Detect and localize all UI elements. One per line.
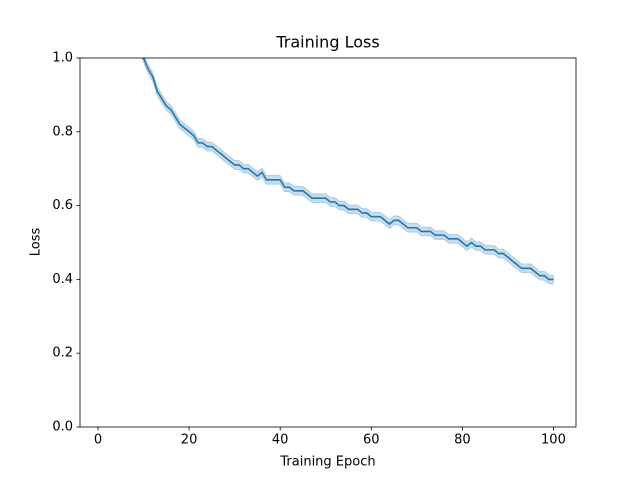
x-tick-label: 20: [181, 433, 198, 448]
line: [142, 58, 554, 281]
x-tick-label: 40: [272, 433, 289, 448]
y-tick-label: 0.8: [52, 124, 73, 139]
x-tick-label: 100: [541, 433, 566, 448]
chart-title: Training Loss: [275, 33, 379, 52]
x-tick-label: 80: [454, 433, 471, 448]
plot-area: [141, 58, 554, 285]
axes-frame: [79, 57, 577, 428]
y-tick-label: 0.2: [52, 346, 73, 361]
y-tick-label: 0.6: [52, 198, 73, 213]
y-tick-label: 0.4: [52, 272, 73, 287]
y-tick-label: 1.0: [52, 51, 73, 66]
y-axis-label: Loss: [29, 228, 44, 257]
x-tick-label: 60: [363, 433, 380, 448]
y-tick-label: 0.0: [52, 420, 73, 435]
x-axis-label: Training Epoch: [279, 455, 375, 470]
x-tick-label: 0: [94, 433, 102, 448]
